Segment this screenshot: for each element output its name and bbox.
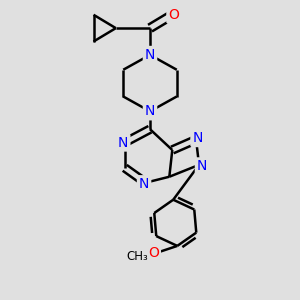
Text: N: N (192, 131, 203, 145)
Text: N: N (145, 104, 155, 118)
Text: N: N (197, 159, 207, 173)
Text: N: N (139, 177, 149, 191)
Text: O: O (148, 246, 159, 260)
Text: O: O (168, 8, 179, 22)
Text: N: N (118, 136, 128, 150)
Text: CH₃: CH₃ (126, 250, 148, 263)
Text: N: N (145, 48, 155, 62)
